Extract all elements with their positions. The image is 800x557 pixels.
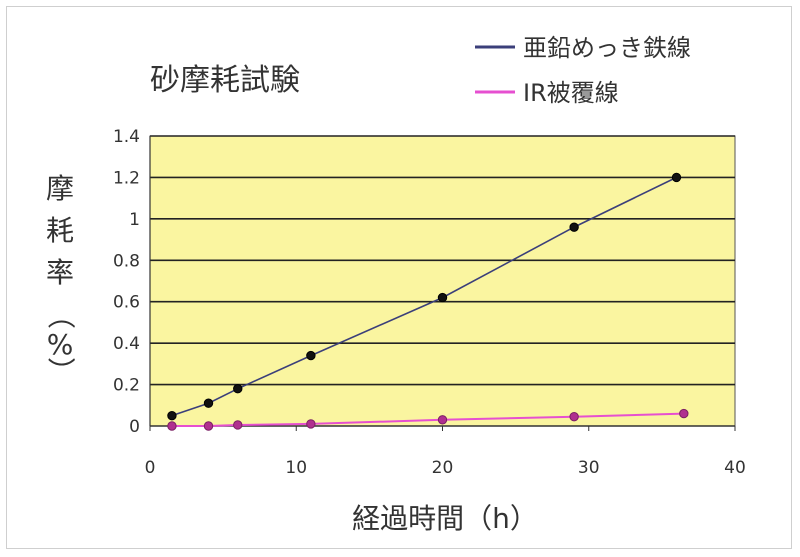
data-point-0 xyxy=(569,222,579,232)
data-point-0 xyxy=(203,398,214,408)
x-tick-label: 10 xyxy=(285,458,307,478)
y-tick-label: 0.8 xyxy=(113,251,140,271)
y-axis-label-char: 摩 xyxy=(46,172,74,205)
legend-label-zinc: 亜鉛めっき鉄線 xyxy=(523,34,691,62)
y-axis-label-char: ） xyxy=(44,357,77,385)
data-point-1 xyxy=(167,421,177,431)
data-point-1 xyxy=(437,415,448,425)
chart-title: 砂摩耗試験 xyxy=(150,63,300,98)
legend-label-ir: IR被覆線 xyxy=(523,79,619,107)
data-point-1 xyxy=(233,420,243,430)
x-tick-label: 40 xyxy=(724,458,746,478)
plot-area xyxy=(149,135,736,427)
x-axis-label: 経過時間（h） xyxy=(352,502,538,535)
data-point-1 xyxy=(203,421,214,431)
y-tick-label: 1.4 xyxy=(113,127,140,147)
y-tick-label: 0 xyxy=(129,417,140,437)
y-tick-label: 1.2 xyxy=(113,168,140,188)
data-point-0 xyxy=(167,410,177,421)
data-point-0 xyxy=(306,350,316,361)
y-axis-label-char: 耗 xyxy=(46,214,74,247)
data-point-1 xyxy=(306,419,316,429)
data-point-0 xyxy=(437,292,448,303)
y-tick-label: 0.2 xyxy=(113,376,140,396)
y-axis-label-char: （ xyxy=(44,301,77,329)
legend: 亜鉛めっき鉄線 IR被覆線 xyxy=(475,34,691,107)
x-tick-label: 20 xyxy=(432,458,454,478)
y-axis-label: 摩耗率 （%） xyxy=(44,172,77,385)
y-axis-label-char: 率 xyxy=(46,256,74,289)
y-tick-label: 1 xyxy=(129,210,140,230)
x-axis-ticks: 0 10 20 30 40 xyxy=(145,426,746,478)
y-axis-ticks: 0 0.2 0.4 0.6 0.8 1 1.2 1.4 xyxy=(113,127,140,437)
data-point-0 xyxy=(671,172,682,183)
y-tick-label: 0.4 xyxy=(113,334,140,354)
x-tick-label: 0 xyxy=(145,458,156,478)
data-point-1 xyxy=(569,411,579,422)
y-axis-label-char: % xyxy=(47,328,74,361)
data-point-0 xyxy=(233,384,243,394)
x-tick-label: 30 xyxy=(578,458,600,478)
y-tick-label: 0.6 xyxy=(113,293,140,313)
data-point-1 xyxy=(679,408,689,419)
series-layer xyxy=(167,172,689,431)
